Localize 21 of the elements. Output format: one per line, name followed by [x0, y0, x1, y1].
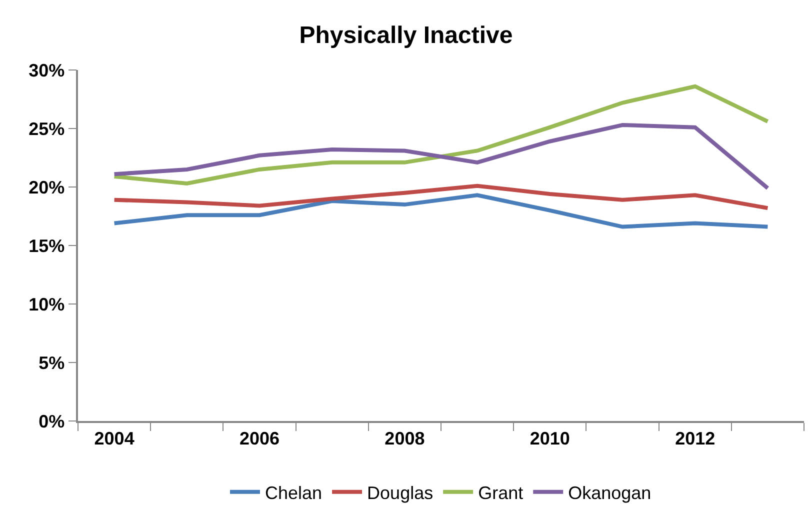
legend-label: Douglas — [367, 482, 434, 503]
x-tick-label: 2012 — [675, 428, 716, 448]
x-tick-label: 2010 — [530, 428, 570, 448]
legend-label: Grant — [478, 482, 524, 503]
x-tick-label: 2004 — [94, 428, 134, 448]
legend-label: Chelan — [265, 482, 322, 503]
x-tick-label: 2008 — [384, 428, 425, 448]
chart-title: Physically Inactive — [299, 22, 513, 49]
y-tick-label: 30% — [28, 60, 65, 80]
line-series — [112, 84, 770, 186]
x-tick-label: 2006 — [239, 428, 280, 448]
y-tick-label: 0% — [38, 411, 65, 432]
y-tick-label: 25% — [28, 118, 65, 139]
line-series — [112, 122, 770, 190]
y-tick-label: 10% — [28, 294, 65, 314]
line-series — [112, 193, 770, 229]
y-tick-label: 5% — [38, 352, 65, 373]
y-tick-label: 20% — [28, 177, 65, 198]
legend-label: Okanogan — [568, 482, 652, 503]
line-series — [112, 184, 770, 210]
y-tick-label: 15% — [28, 236, 65, 256]
